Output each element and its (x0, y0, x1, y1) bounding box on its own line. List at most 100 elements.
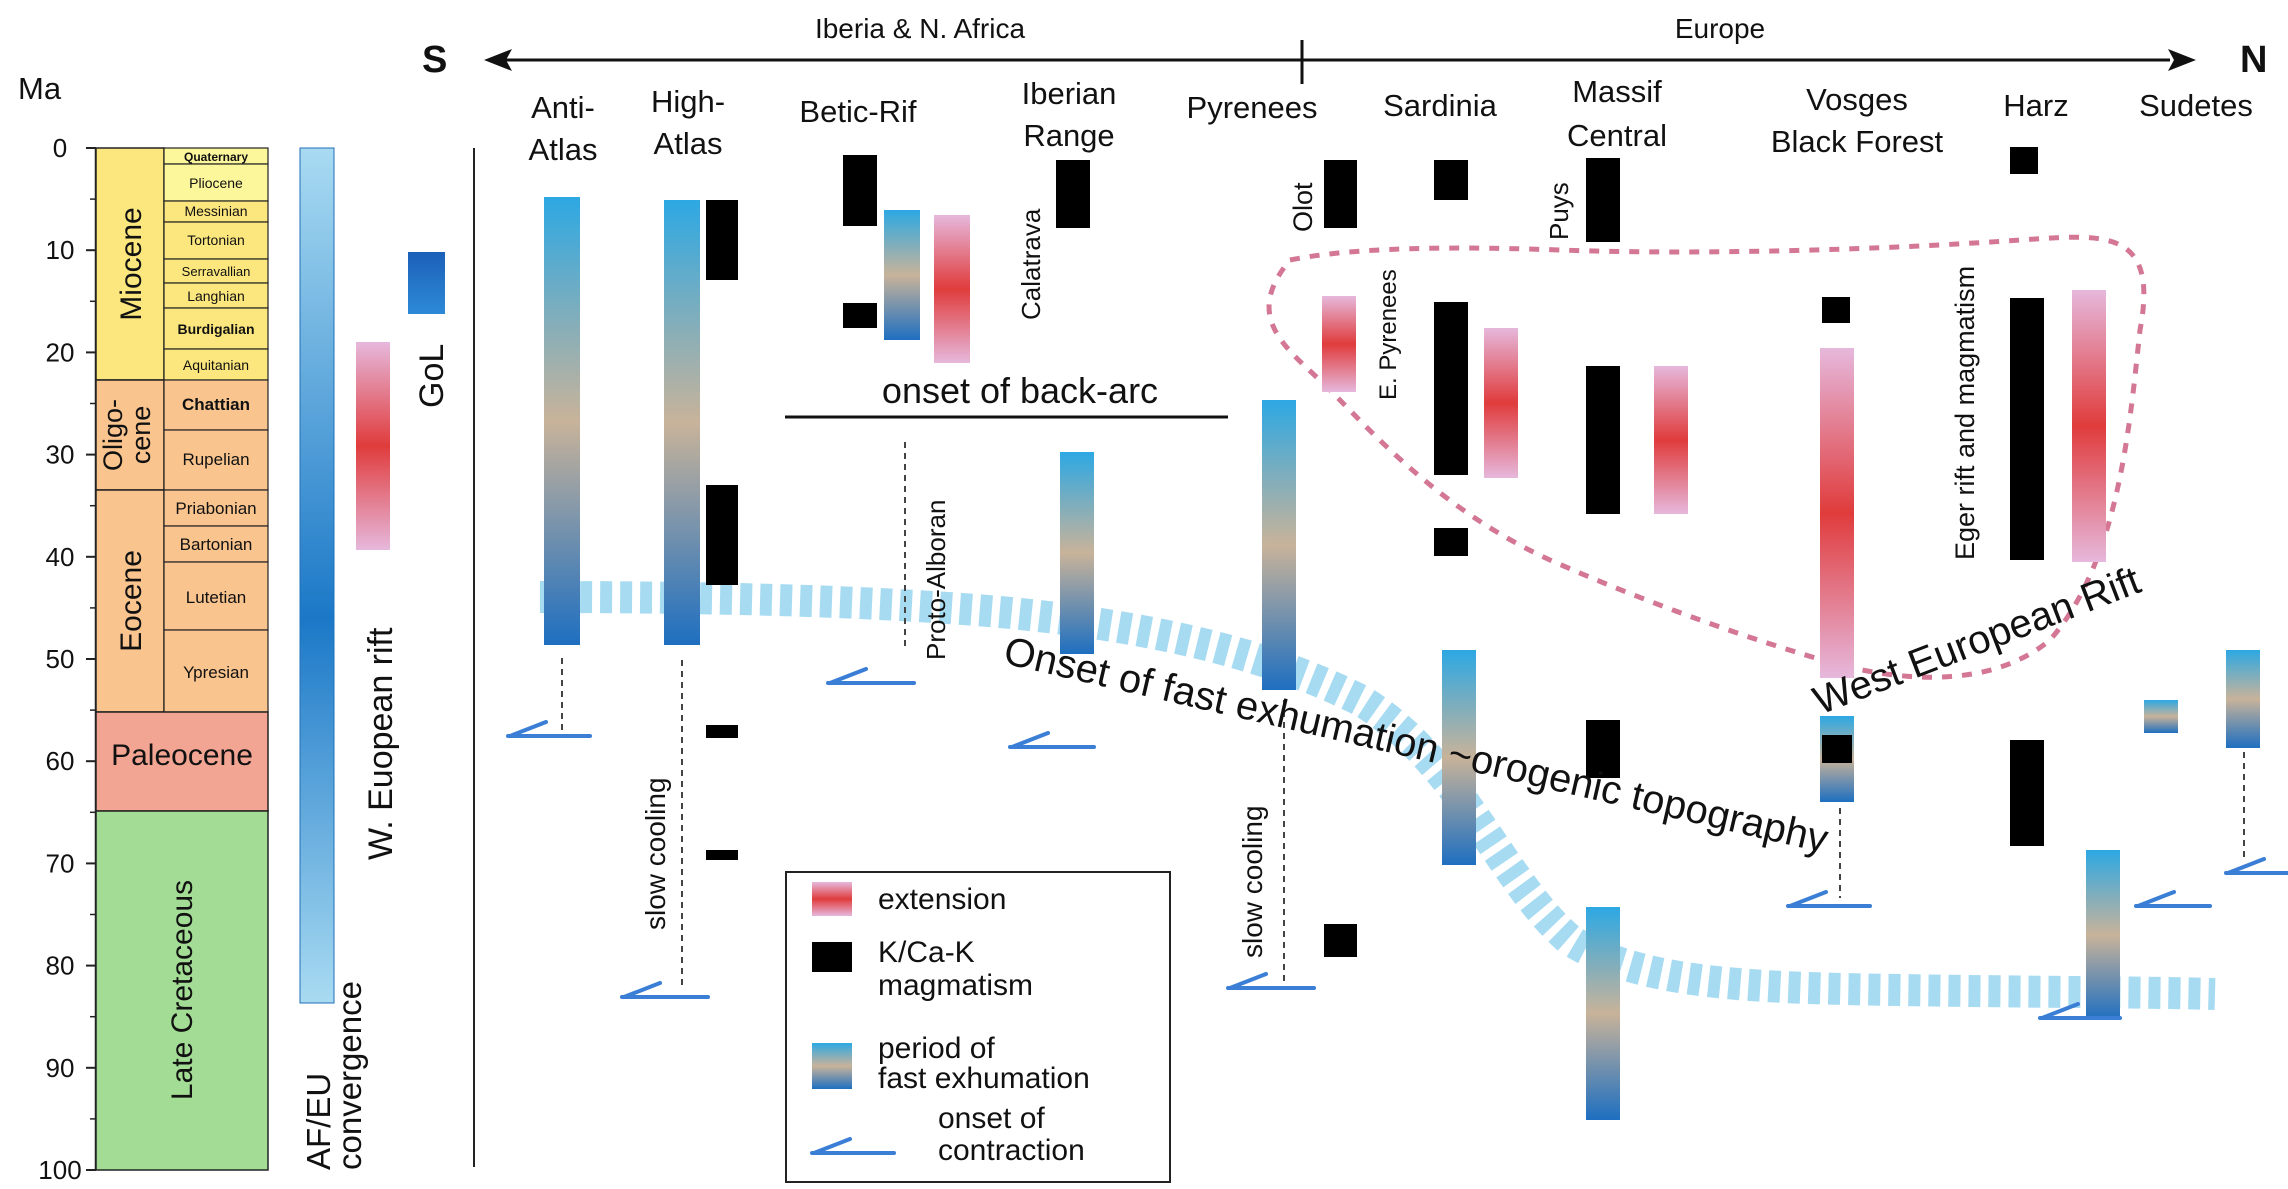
gol-bar (408, 252, 445, 314)
slow-cooling-label-2: slow cooling (1237, 805, 1268, 958)
convergence-bar (299, 147, 335, 1004)
column-label-high-atlas-2: Atlas (654, 126, 723, 161)
paleocene-block (95, 711, 269, 812)
magmatism-bar (2010, 147, 2038, 174)
late-cretaceous-block (95, 810, 269, 1171)
extension-bar-e-pyrenees (1322, 296, 1356, 392)
column-label-sudetes: Sudetes (2139, 88, 2253, 123)
w-european-rift-bar (356, 342, 390, 550)
chattian-stage (163, 379, 269, 431)
stage-label: Bartonian (180, 535, 253, 554)
contraction-icon (620, 981, 710, 999)
extension-bar-betic-rif (934, 215, 970, 363)
column-label-high-atlas: High- (651, 84, 725, 119)
epoch-label-oligocene: Oligo- (98, 399, 128, 471)
legend-contraction-label: onset of (938, 1102, 1045, 1135)
axis-tick-label: 90 (46, 1053, 75, 1083)
olot-label: Olot (1288, 182, 1318, 232)
convergence-label-2: convergence (331, 981, 368, 1170)
regional-bars: AF/EU convergence W. Euopean rift GoL (299, 147, 475, 1170)
exhumation-bar-high-atlas (664, 200, 700, 645)
fast-exhumation-band (539, 581, 2216, 1010)
legend-magmatism-label-2: magmatism (878, 969, 1033, 1002)
w-european-rift-label: W. Euopean rift (362, 627, 400, 860)
region-label-europe: Europe (1675, 13, 1765, 44)
stage-label: Pliocene (189, 175, 243, 191)
burdigalian-stage (163, 307, 269, 350)
legend-magmatism-swatch (812, 942, 852, 972)
axis-unit-label: Ma (18, 71, 62, 106)
axis-tick-label: 60 (46, 746, 75, 776)
stage-label: Messinian (184, 203, 247, 219)
arrow-right-icon (2168, 49, 2196, 71)
onset-fast-exhumation-text: Onset of fast exhumation ~orogenic topog… (1000, 629, 1832, 862)
legend-box (785, 871, 1171, 1183)
region-label-iberia: Iberia & N. Africa (815, 13, 1026, 44)
stage-label: Serravallian (182, 264, 251, 279)
legend-magmatism-label: K/Ca-K (878, 936, 975, 969)
contraction-icon (2224, 857, 2288, 875)
exhumation-bar-iberian-range (1060, 452, 1094, 654)
column-label-vosges: Vosges (1806, 82, 1908, 117)
column-label-sardinia: Sardinia (1383, 88, 1497, 123)
stage-label: Lutetian (186, 588, 247, 607)
column-label-iberian-range-2: Range (1023, 118, 1114, 153)
magmatism-bar (1434, 302, 1468, 475)
axis-ticks: 0 10 20 30 40 50 60 70 80 90 100 (38, 133, 96, 1185)
column-data: slow cooling onset of back-arc Proto-Alb… (506, 147, 2288, 1120)
contraction-icon (2038, 1002, 2122, 1020)
magmatism-bar (1434, 160, 1468, 200)
axis-tick-label: 40 (46, 542, 75, 572)
exhumation-bar-betic-rif (884, 210, 920, 340)
contraction-icon (1786, 890, 1872, 908)
column-label-pyrenees: Pyrenees (1187, 90, 1318, 125)
stage-label: Langhian (187, 288, 245, 304)
column-headings: Anti- Atlas High- Atlas Betic-Rif Iberia… (529, 74, 2253, 167)
arrow-left-icon (484, 49, 512, 71)
contraction-icon (2134, 890, 2212, 908)
epoch-label-paleocene: Paleocene (111, 739, 253, 772)
oligocene-block (95, 379, 165, 491)
direction-header: S N Iberia & N. Africa Europe (422, 13, 2267, 84)
exhumation-bar-harz (2086, 850, 2120, 1020)
north-label: N (2240, 39, 2267, 81)
exhumation-bar-sudetes (2144, 700, 2178, 733)
magmatism-bar (706, 485, 738, 585)
stage-label: Ypresian (183, 663, 249, 682)
magmatism-bar (1822, 297, 1850, 323)
puys-label: Puys (1544, 182, 1574, 240)
exhumation-bar-massif-central (1586, 907, 1620, 1120)
legend-contraction-icon (810, 1137, 896, 1155)
magmatism-bar (1324, 160, 1357, 228)
column-label-betic-rif: Betic-Rif (799, 94, 917, 129)
rupelian-stage (163, 429, 269, 491)
south-label: S (422, 39, 447, 81)
magmatism-bar (706, 725, 738, 738)
column-label-vosges-2: Black Forest (1771, 124, 1944, 159)
geologic-timescale: Quaternary Pliocene Messinian Tortonian … (95, 147, 269, 1171)
column-label-anti-atlas: Anti- (531, 90, 595, 125)
magmatism-bar (843, 155, 877, 226)
eger-rift-label: Eger rift and magmatism (1950, 266, 1980, 560)
column-label-massif-central-2: Central (1567, 118, 1667, 153)
legend-extension-swatch (812, 882, 852, 916)
exhumation-bar-sardinia (1442, 650, 1476, 865)
stage-label: Rupelian (182, 450, 249, 469)
magmatism-bar (1324, 924, 1357, 957)
axis-tick-label: 80 (46, 951, 75, 981)
priabonian-stage (163, 489, 269, 527)
stage-label: Quaternary (184, 150, 248, 164)
calatrava-label: Calatrava (1016, 208, 1046, 320)
e-pyrenees-label: E. Pyrenees (1375, 269, 1402, 400)
contraction-symbols (506, 667, 2288, 1020)
slow-cooling-label: slow cooling (640, 777, 671, 930)
legend-exhumation-swatch (812, 1043, 852, 1089)
axis-tick-label: 0 (53, 133, 67, 163)
magmatism-bar (1586, 158, 1620, 242)
extension-bar-sardinia (1484, 328, 1518, 478)
stage-label: Burdigalian (177, 321, 254, 337)
legend-exhumation-label: period of (878, 1032, 995, 1065)
epoch-label-oligocene-2: cene (126, 406, 156, 465)
onset-fast-exhumation-label: Onset of fast exhumation ~orogenic topog… (1000, 629, 1832, 862)
